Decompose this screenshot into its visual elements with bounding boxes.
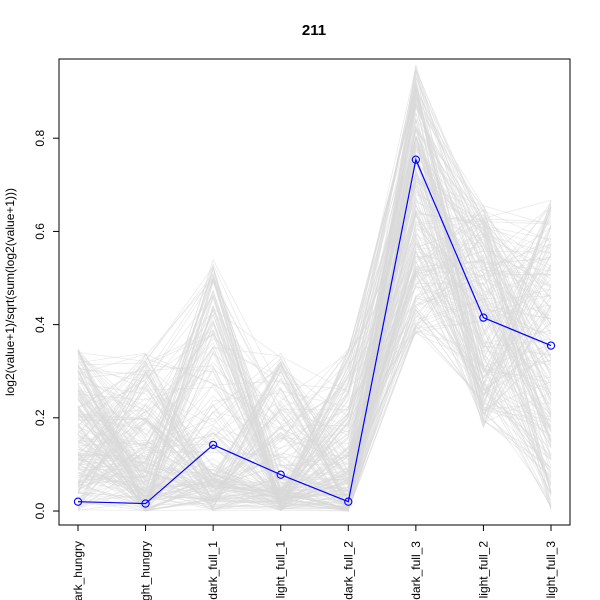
background-profile-line (77, 190, 552, 480)
y-tick-label: 0.4 (33, 316, 47, 333)
background-profile-line (77, 218, 552, 499)
background-profile-line (77, 230, 552, 511)
background-profile-line (77, 137, 552, 512)
chart-title: 211 (302, 22, 326, 39)
x-tick-label: dark_full_2 (341, 541, 355, 600)
x-tick-label: light_full_1 (274, 541, 288, 599)
background-profile-line (77, 250, 552, 495)
background-profile-line (77, 237, 552, 505)
background-profile-line (77, 128, 552, 510)
data-point-dark-hungry (73, 497, 83, 506)
background-profile-line (77, 160, 552, 491)
axes-layer: 0.0 0.2 0.4 0.6 0.8 ark_hungry ght_hungry dark_… (33, 130, 558, 600)
data-point-light-full-2 (479, 313, 488, 322)
y-tick-label: 0.0 (33, 502, 47, 519)
background-profile-line (77, 235, 552, 497)
background-profile-line (77, 295, 552, 509)
background-profile-line (77, 83, 552, 507)
background-profile-line (77, 178, 552, 501)
background-profile-line (77, 75, 552, 503)
background-profile-line (77, 70, 552, 510)
background-profile-line (77, 135, 552, 506)
background-profile-line (77, 266, 552, 511)
background-profile-line (77, 272, 552, 512)
series-line (77, 157, 552, 505)
data-point-dark-full-2 (344, 497, 353, 506)
x-tick-label: ght_hungry (139, 541, 153, 600)
y-tick-label: 0.2 (33, 409, 47, 426)
data-point-light-full-3 (546, 341, 556, 350)
x-tick-label: dark_full_3 (409, 541, 423, 600)
x-tick-label: dark_full_1 (206, 541, 220, 600)
x-tick-label: light_full_3 (544, 541, 558, 599)
background-profile-line (77, 148, 552, 503)
background-profile-line (77, 295, 552, 509)
data-point-dark-full-3 (411, 155, 421, 164)
background-profile-line (77, 94, 552, 500)
x-tick-label: ark_hungry (71, 541, 85, 600)
series-layer (73, 155, 556, 508)
data-point-dark-full-1 (208, 440, 218, 449)
background-profile-line (77, 243, 552, 511)
background-profiles (77, 64, 552, 513)
background-profile-line (77, 255, 552, 509)
x-tick-label: light_full_2 (476, 541, 490, 599)
data-point-light-full-1 (276, 470, 285, 479)
y-axis-label: log2(value+1)/sqrt(sum(log2(value+1))) (3, 188, 17, 396)
background-profile-line (77, 103, 552, 511)
data-point-light-hungry (141, 499, 150, 508)
y-tick-label: 0.6 (33, 223, 47, 240)
background-profile-line (77, 213, 552, 511)
background-profile-line (77, 200, 552, 440)
background-profile-line (77, 314, 552, 508)
background-profile-line (77, 212, 552, 503)
background-profile-line (77, 282, 552, 443)
y-tick-label: 0.8 (33, 130, 47, 147)
background-profile-line (77, 214, 552, 502)
background-profile-line (77, 97, 552, 508)
